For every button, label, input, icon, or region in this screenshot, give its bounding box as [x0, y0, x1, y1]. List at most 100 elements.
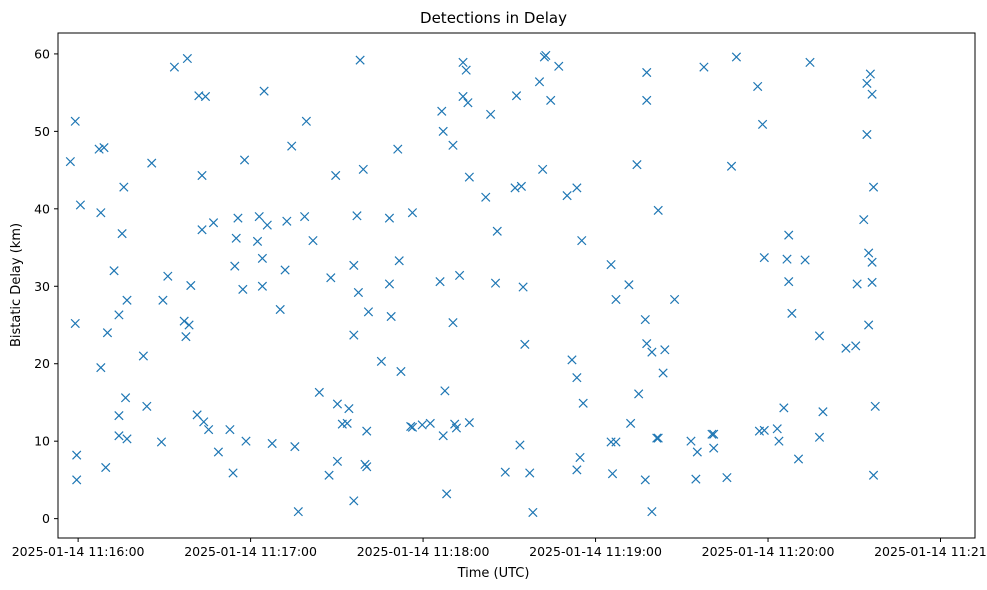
data-point [186, 280, 196, 291]
data-point [640, 475, 650, 485]
data-point [282, 216, 292, 226]
data-point [774, 436, 784, 446]
data-point [147, 158, 157, 168]
data-point [96, 362, 106, 373]
y-tick-label: 30 [34, 279, 50, 294]
data-point [500, 467, 510, 477]
data-point [572, 465, 582, 475]
data-point [624, 280, 634, 290]
data-point [859, 215, 869, 225]
data-point [352, 211, 362, 221]
data-point [868, 470, 879, 480]
data-point [417, 420, 427, 430]
data-point [759, 425, 769, 435]
data-point [290, 441, 300, 452]
data-point [862, 78, 872, 88]
data-point [864, 248, 874, 258]
data-point [114, 410, 124, 421]
data-point [301, 116, 311, 126]
data-point [239, 155, 250, 165]
data-point [800, 255, 810, 265]
data-point [70, 318, 80, 329]
data-point [784, 277, 794, 287]
data-point [606, 259, 616, 270]
data-point [332, 456, 343, 466]
data-point [867, 277, 877, 288]
data-point [814, 432, 825, 442]
data-point [117, 228, 127, 239]
data-point [867, 89, 877, 99]
data-point [458, 57, 468, 68]
y-tick-label: 20 [34, 356, 50, 371]
data-point [208, 218, 219, 228]
data-point [779, 403, 789, 413]
data-point [362, 426, 372, 436]
data-point [342, 418, 352, 428]
data-point [252, 236, 263, 246]
data-point [653, 433, 663, 443]
data-point [109, 266, 119, 276]
data-point [386, 311, 396, 322]
data-point [448, 140, 458, 150]
data-point [611, 294, 621, 305]
data-point [225, 424, 235, 435]
data-point [782, 254, 792, 264]
data-point [163, 271, 173, 281]
data-point [814, 331, 825, 341]
y-tick-label: 10 [34, 434, 50, 449]
data-point [230, 261, 240, 271]
data-point [231, 233, 241, 243]
data-point [525, 468, 535, 478]
data-point [197, 225, 207, 235]
data-point [114, 310, 124, 320]
data-point [652, 433, 662, 443]
data-point [199, 417, 209, 427]
data-point [510, 183, 520, 193]
data-point [101, 462, 111, 473]
data-point [200, 91, 211, 102]
data-point [228, 468, 238, 478]
data-point [492, 226, 502, 236]
data-point [554, 61, 564, 71]
data-point [120, 393, 131, 403]
data-point [458, 91, 468, 102]
y-tick-label: 0 [42, 511, 50, 526]
data-point [262, 220, 272, 230]
data-point [437, 106, 447, 116]
data-point [642, 338, 652, 349]
data-point [384, 279, 395, 289]
data-point [864, 320, 874, 330]
data-point [634, 389, 644, 399]
data-point [463, 98, 473, 108]
data-point [448, 318, 458, 328]
data-point [254, 211, 264, 222]
data-point [75, 200, 86, 210]
data-point [538, 164, 548, 174]
data-point [577, 235, 587, 246]
data-point [578, 398, 588, 408]
data-point [520, 339, 530, 349]
data-point [606, 437, 616, 447]
data-point [642, 67, 652, 78]
data-point [435, 277, 445, 287]
data-point [632, 160, 642, 170]
data-point [353, 287, 364, 298]
data-point [197, 170, 207, 181]
data-point [625, 418, 636, 428]
data-point [862, 129, 872, 140]
data-point [653, 205, 663, 215]
data-point [233, 213, 243, 223]
data-point [454, 270, 465, 281]
data-point [331, 170, 341, 181]
data-point [658, 368, 668, 378]
data-point [709, 443, 719, 453]
data-point [355, 55, 365, 65]
data-point [461, 65, 471, 75]
data-point [182, 53, 192, 64]
data-point [438, 431, 448, 441]
data-point [481, 192, 491, 202]
data-point [867, 257, 877, 267]
data-point [567, 355, 577, 365]
